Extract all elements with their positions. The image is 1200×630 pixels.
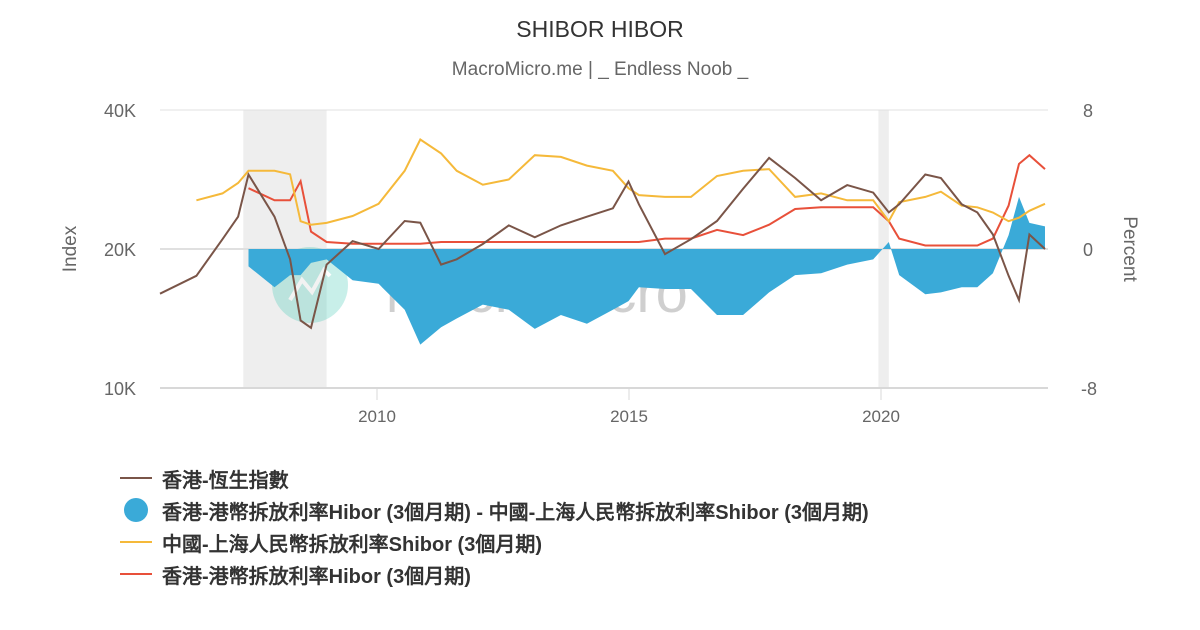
legend-item-hsi[interactable]: 香港-恆生指數 (120, 462, 869, 494)
x-tick-2015: 2015 (610, 407, 648, 426)
chart-subtitle: MacroMicro.me | _ Endless Noob _ (451, 59, 749, 80)
series-hsi-line (159, 156, 1046, 330)
right-axis: 8 0 -8 (1081, 101, 1097, 399)
series-spread-area (248, 196, 1045, 345)
right-tick-0: 0 (1083, 240, 1093, 260)
line-marker-icon (120, 541, 152, 543)
legend-label: 香港-港幣拆放利率Hibor (3個月期) (162, 565, 471, 588)
legend-label: 香港-港幣拆放利率Hibor (3個月期) - 中國-上海人民幣拆放利率Shib… (162, 501, 869, 524)
x-axis: 2010 2015 2020 (358, 388, 900, 426)
series-shibor-line (196, 138, 1046, 226)
x-tick-2010: 2010 (358, 407, 396, 426)
line-marker-icon (120, 477, 152, 479)
x-tick-2020: 2020 (862, 407, 900, 426)
legend-item-hibor[interactable]: 香港-港幣拆放利率Hibor (3個月期) (120, 558, 869, 590)
legend-item-shibor[interactable]: 中國-上海人民幣拆放利率Shibor (3個月期) (120, 526, 869, 558)
left-tick-40k: 40K (104, 101, 136, 121)
legend: 香港-恆生指數 香港-港幣拆放利率Hibor (3個月期) - 中國-上海人民幣… (120, 462, 869, 590)
legend-item-spread[interactable]: 香港-港幣拆放利率Hibor (3個月期) - 中國-上海人民幣拆放利率Shib… (120, 494, 869, 526)
left-axis-title: Index (60, 225, 81, 272)
legend-label: 中國-上海人民幣拆放利率Shibor (3個月期) (162, 533, 542, 556)
dot-marker-icon (120, 498, 152, 522)
left-tick-10k: 10K (104, 379, 136, 399)
right-tick-neg8: -8 (1081, 379, 1097, 399)
left-tick-20k: 20K (104, 240, 136, 260)
right-tick-8: 8 (1083, 101, 1093, 121)
right-axis-title: Percent (1119, 216, 1140, 282)
legend-label: 香港-恆生指數 (162, 469, 289, 492)
line-marker-icon (120, 573, 152, 575)
series-hibor-line (248, 153, 1046, 247)
chart-title: SHIBOR HIBOR (516, 16, 684, 42)
left-axis: 40K 20K 10K (104, 101, 136, 399)
